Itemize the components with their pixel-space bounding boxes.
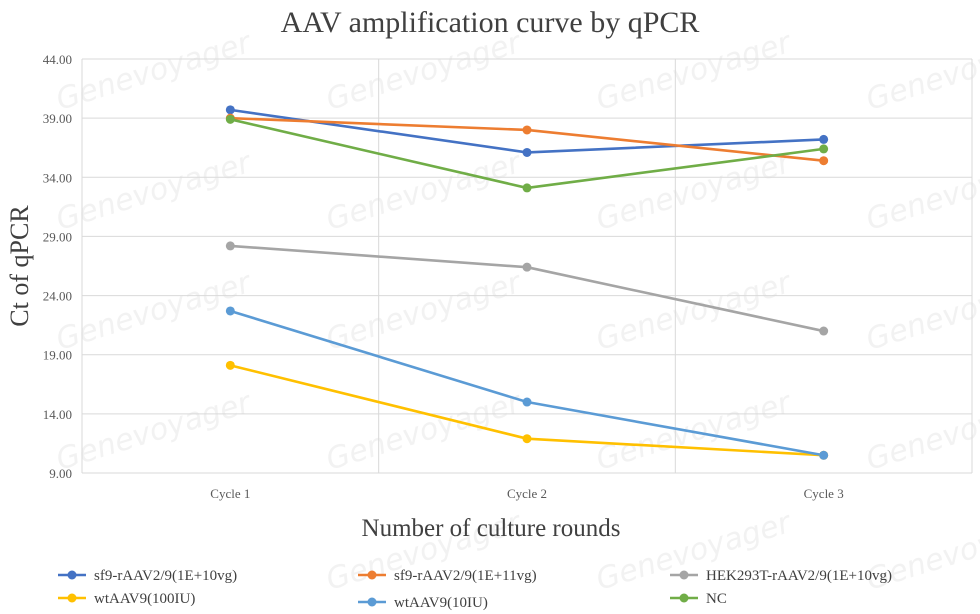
data-point-sf9-raav2-9-1e-10vg xyxy=(819,134,829,144)
data-point-wtaav9-10iu xyxy=(522,397,532,407)
watermark-text: Genevoyager xyxy=(322,265,526,358)
legend-label: sf9-rAAV2/9(1E+10vg) xyxy=(94,568,237,584)
y-tick-label: 19.00 xyxy=(43,348,72,363)
legend: sf9-rAAV2/9(1E+10vg) sf9-rAAV2/9(1E+11vg)… xyxy=(58,568,892,611)
data-point-wtaav9-100iu xyxy=(225,360,235,370)
legend-item: sf9-rAAV2/9(1E+10vg) xyxy=(58,568,237,584)
y-axis-label: Ct of qPCR xyxy=(5,205,34,327)
watermark-text: Genevoyager xyxy=(862,265,980,358)
legend-swatch-marker xyxy=(67,570,77,580)
legend-label: wtAAV9(10IU) xyxy=(394,595,488,611)
chart-title: AAV amplification curve by qPCR xyxy=(281,6,700,39)
data-point-hek293t-raav2-9-1e-10vg xyxy=(522,262,532,272)
x-tick-label: Cycle 3 xyxy=(804,486,844,501)
series-points xyxy=(225,105,829,460)
watermark-text: Genevoyager xyxy=(862,25,980,118)
y-axis-ticks: 9.00 14.00 19.00 24.00 29.00 34.00 39.00 44.00 xyxy=(43,52,72,481)
watermark-text: Genevoyager xyxy=(592,265,796,358)
x-axis-label: Number of culture rounds xyxy=(362,515,621,542)
legend-item: wtAAV9(10IU) xyxy=(358,595,488,611)
watermark-text: Genevoyager xyxy=(862,145,980,238)
legend-swatch-marker xyxy=(367,570,377,580)
y-tick-label: 44.00 xyxy=(43,52,72,67)
data-point-wtaav9-10iu xyxy=(819,450,829,460)
data-point-sf9-raav2-9-1e-10vg xyxy=(522,147,532,157)
watermark-text: Genevoyager xyxy=(322,145,526,238)
y-tick-label: 39.00 xyxy=(43,111,72,126)
watermark-text: Genevoyager xyxy=(592,145,796,238)
watermark-text: Genevoyager xyxy=(52,25,256,118)
legend-swatch-marker xyxy=(67,593,77,603)
data-point-wtaav9-10iu xyxy=(225,306,235,316)
legend-item: sf9-rAAV2/9(1E+11vg) xyxy=(358,568,537,584)
data-point-sf9-raav2-9-1e-10vg xyxy=(225,105,235,115)
gridlines xyxy=(81,58,973,474)
data-point-hek293t-raav2-9-1e-10vg xyxy=(819,326,829,336)
legend-item: NC xyxy=(670,591,727,607)
legend-swatch-marker xyxy=(679,570,689,580)
data-point-hek293t-raav2-9-1e-10vg xyxy=(225,241,235,251)
watermark-text: Genevoyager xyxy=(52,145,256,238)
y-tick-label: 14.00 xyxy=(43,407,72,422)
data-point-sf9-raav2-9-1e-11vg xyxy=(819,156,829,166)
y-tick-label: 24.00 xyxy=(43,289,72,304)
x-tick-label: Cycle 1 xyxy=(210,486,250,501)
legend-label: wtAAV9(100IU) xyxy=(94,591,195,607)
data-point-nc xyxy=(225,114,235,124)
y-tick-label: 34.00 xyxy=(43,170,72,185)
legend-item: HEK293T-rAAV2/9(1E+10vg) xyxy=(670,568,892,584)
legend-label: sf9-rAAV2/9(1E+11vg) xyxy=(394,568,537,584)
data-point-wtaav9-100iu xyxy=(522,434,532,444)
legend-item: wtAAV9(100IU) xyxy=(58,591,195,607)
x-tick-label: Cycle 2 xyxy=(507,486,547,501)
watermark-text: Genevoyager xyxy=(862,385,980,478)
x-axis-ticks: Cycle 1 Cycle 2 Cycle 3 xyxy=(210,486,843,501)
watermark-text: Genevoyager xyxy=(52,265,256,358)
legend-label: NC xyxy=(706,591,727,607)
legend-swatch-marker xyxy=(367,597,377,607)
watermark-layer: Genevoyager Genevoyager Genevoyager Genevoy… xyxy=(52,25,980,598)
legend-swatch-marker xyxy=(679,593,689,603)
data-point-sf9-raav2-9-1e-11vg xyxy=(522,125,532,135)
watermark-text: Genevoyager xyxy=(52,385,256,478)
data-point-nc xyxy=(522,183,532,193)
y-tick-label: 9.00 xyxy=(49,466,72,481)
y-tick-label: 29.00 xyxy=(43,229,72,244)
data-point-nc xyxy=(819,144,829,154)
legend-label: HEK293T-rAAV2/9(1E+10vg) xyxy=(706,568,892,584)
